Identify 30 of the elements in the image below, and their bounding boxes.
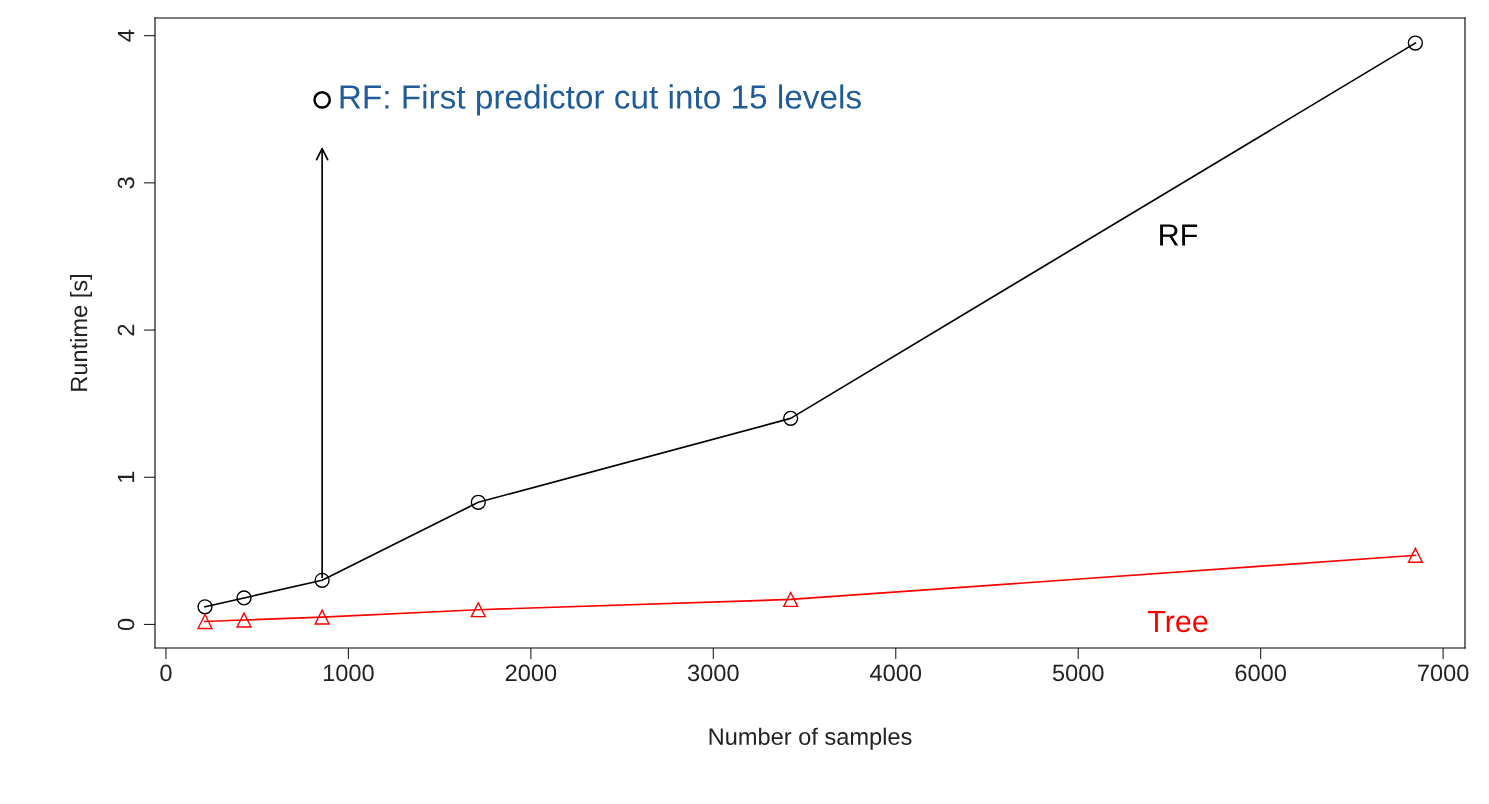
x-tick-label: 3000 bbox=[687, 664, 739, 682]
x-tick-label: 5000 bbox=[1052, 664, 1104, 682]
point bbox=[197, 613, 213, 630]
point bbox=[197, 599, 213, 615]
x-tick-label: 4000 bbox=[870, 664, 922, 682]
series-label: RF bbox=[1160, 224, 1198, 246]
x-tick-label: 7000 bbox=[1418, 664, 1469, 682]
point bbox=[236, 590, 252, 606]
y-tick-label: 0 bbox=[117, 618, 135, 631]
series-label: Tree bbox=[1147, 610, 1208, 633]
point bbox=[783, 591, 799, 608]
x-tick-label: 2000 bbox=[505, 664, 557, 682]
x-tick-label: 6000 bbox=[1235, 664, 1286, 682]
point bbox=[314, 609, 330, 625]
point bbox=[236, 612, 252, 628]
x-axis-title: Number of samples bbox=[709, 727, 912, 750]
point bbox=[470, 602, 486, 618]
y-tick-label: 2 bbox=[117, 324, 135, 336]
point bbox=[470, 494, 486, 510]
point bbox=[1407, 35, 1424, 51]
y-tick-label: 1 bbox=[117, 471, 135, 483]
y-tick-label: 3 bbox=[117, 177, 135, 189]
y-axis-title: Runtime [s] bbox=[70, 274, 93, 391]
x-tick-label: 1000 bbox=[323, 664, 374, 682]
y-tick-label: 4 bbox=[117, 29, 135, 42]
x-tick-label: 0 bbox=[160, 664, 172, 682]
point bbox=[1407, 547, 1424, 563]
annotation: RF: First predictor cut into 15 levels bbox=[340, 84, 861, 116]
point bbox=[783, 410, 799, 427]
point bbox=[314, 572, 330, 588]
